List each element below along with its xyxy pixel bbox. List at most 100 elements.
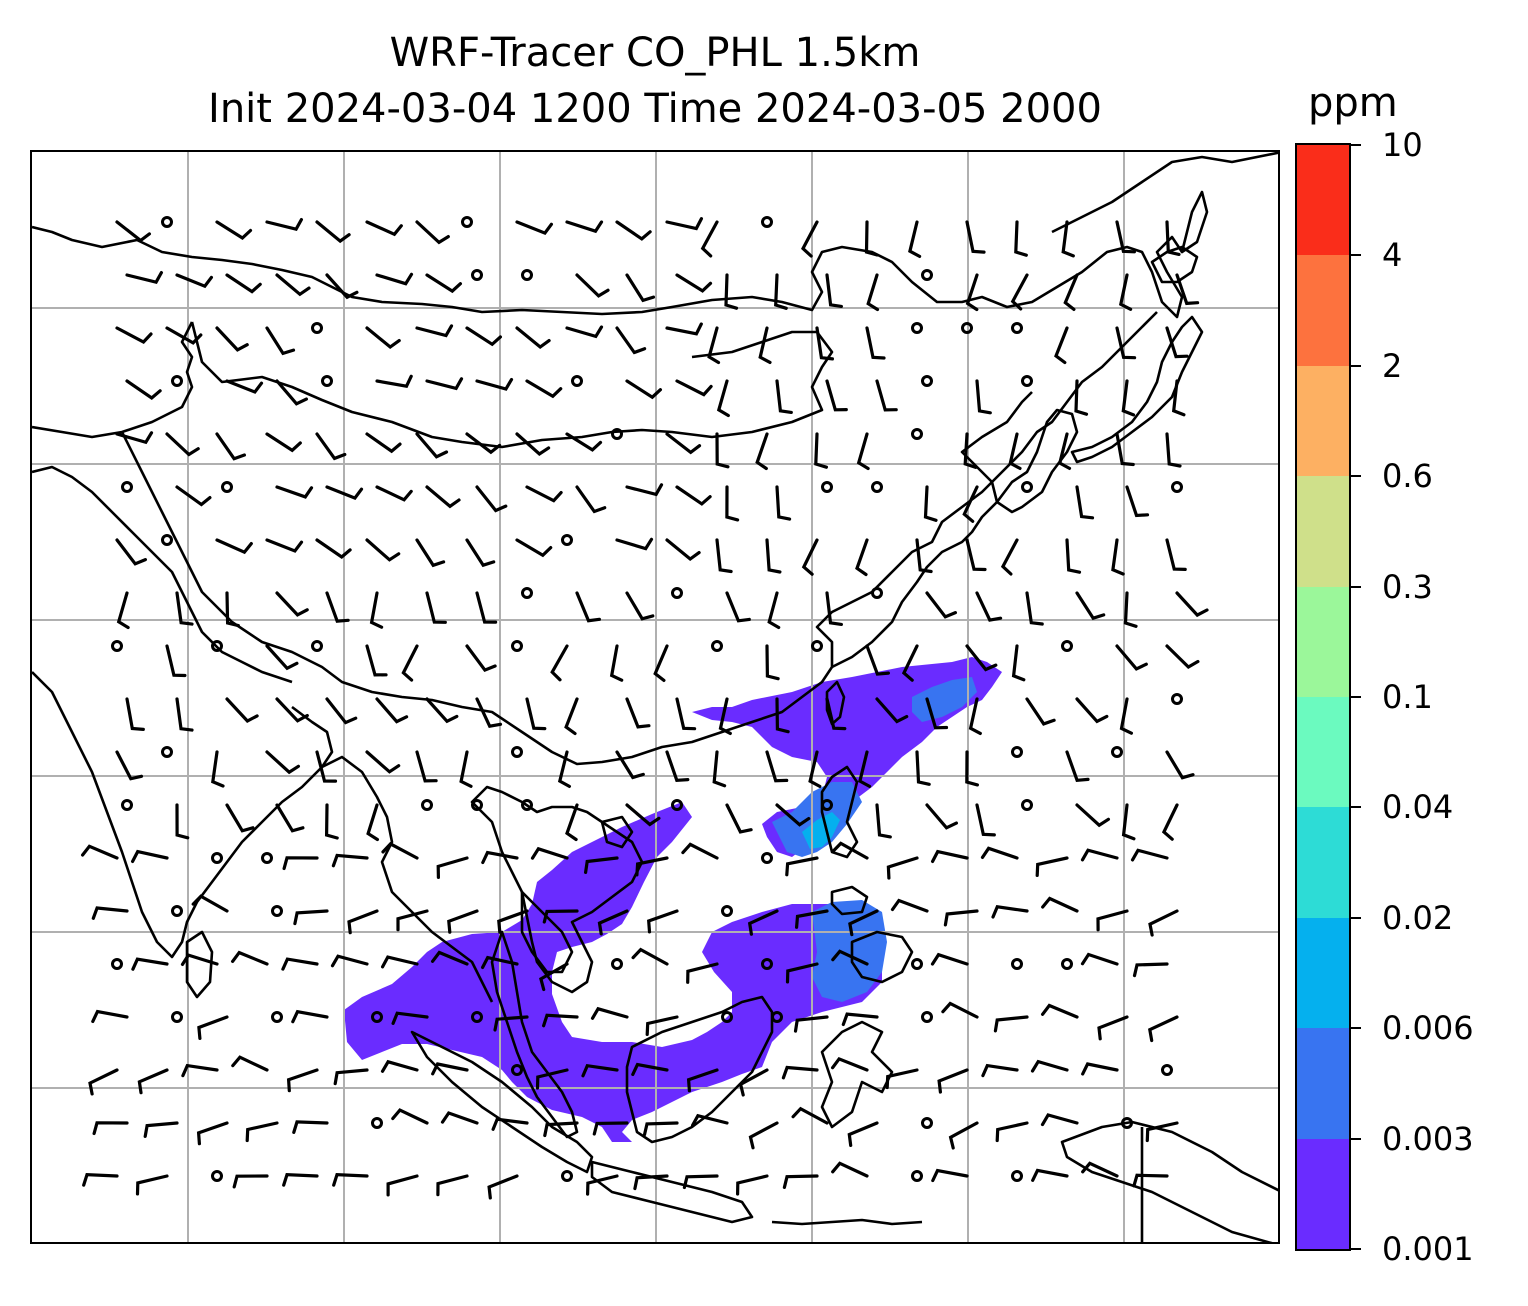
wind-barb [333,1068,369,1086]
wind-barb [91,1009,129,1023]
wind-barb [535,1068,569,1090]
wind-barb [1075,697,1109,724]
wind-barb [1123,591,1138,628]
colorbar-tick [1351,1248,1361,1250]
wind-barb [88,1068,119,1096]
wind-barb [901,644,919,682]
colorbar-bin [1297,806,1349,918]
wind-barb [1165,750,1195,780]
wind-barb [1165,326,1189,359]
wind-barb [415,220,450,245]
wind-barb [475,591,498,624]
map-title-line2: Init 2024-03-04 1200 Time 2024-03-05 200… [208,86,1102,132]
wind-barb [325,485,364,501]
wind-barb [609,644,624,682]
wind-barb [675,697,697,731]
calm-wind-circle [471,269,483,281]
tracer-plume [344,657,1002,1142]
plume-north-band [912,677,977,722]
wind-barb [425,697,459,724]
calm-wind-circle [221,481,233,493]
wind-barb [965,538,987,572]
wind-barb [1057,432,1072,470]
wind-barb [92,1121,129,1136]
wind-barb [975,591,1003,622]
wind-barb [1054,326,1069,365]
calm-wind-markers [111,216,1183,1182]
wind-barb [231,1055,269,1072]
colorbar-tick [1351,806,1361,809]
wind-barb [675,485,712,506]
wind-barb [847,1121,879,1147]
wind-barb [115,220,151,243]
indochina-coast [470,785,644,994]
wind-barb [767,591,781,630]
wind-barb [738,1068,769,1097]
calm-wind-circle [761,216,773,228]
wind-barb [197,1015,229,1040]
calm-wind-circle [821,481,833,493]
wind-barb [375,697,409,724]
wind-barb [1115,326,1137,360]
wind-barb [165,432,200,457]
calm-wind-circle [311,322,323,334]
wind-barb [365,326,401,350]
plume-visayas [812,900,887,1002]
colorbar-tick [1351,916,1361,919]
wind-barb [565,325,604,339]
kazakhstan-border [32,321,194,439]
wind-barb [755,432,769,471]
wind-barbs [81,217,1209,1200]
map-title-line1: WRF-Tracer CO_PHL 1.5km [389,30,921,76]
map-canvas [32,152,1278,1242]
wind-barb [925,591,957,619]
wind-barb [386,1174,419,1197]
mongolia-china-border [190,321,834,449]
wind-barb [1165,538,1187,571]
wind-barb [808,750,822,788]
wind-barb [665,432,702,455]
calm-wind-circle [921,375,933,387]
wind-barb [725,485,740,522]
wind-barb [748,1121,779,1150]
wind-barb [631,1062,669,1076]
wind-barb [675,379,713,397]
wind-barb [801,220,819,258]
wind-barb [1025,591,1044,626]
colorbar-tick-label: 0.006 [1382,1009,1474,1048]
calm-wind-circle [111,640,123,652]
wind-barb [1165,432,1182,468]
calm-wind-circle [311,640,323,652]
wind-barb [475,697,503,728]
wind-barb [293,909,329,926]
iran-pakistan [32,465,293,684]
wind-barb [465,432,502,455]
colorbar-bin [1297,586,1349,697]
wind-barb [565,803,579,842]
wind-barb [941,1001,979,1019]
wind-barb [525,697,547,731]
wind-barb [332,1172,369,1187]
wind-barb [543,1121,579,1138]
wind-barb [1063,273,1079,311]
wind-barb [736,1174,769,1196]
wind-barb [775,697,790,734]
wind-barb [965,644,998,672]
wind-barb [635,856,669,877]
calm-wind-circle [721,905,733,917]
colorbar-tick [1351,364,1361,367]
wind-barb [275,485,314,499]
wind-barb [175,803,190,840]
wind-barb [586,1174,619,1196]
calm-wind-circle [961,322,973,334]
wind-barb [642,1121,679,1137]
wind-barb [781,1065,819,1080]
calm-wind-circle [1011,746,1023,758]
wind-barb [686,962,719,984]
wind-barb [440,1111,479,1125]
wind-barb [1035,856,1069,877]
wind-barb [125,271,163,285]
calm-wind-circle [871,587,883,599]
wind-barb [1119,697,1133,735]
colorbar-bin [1297,917,1349,1029]
